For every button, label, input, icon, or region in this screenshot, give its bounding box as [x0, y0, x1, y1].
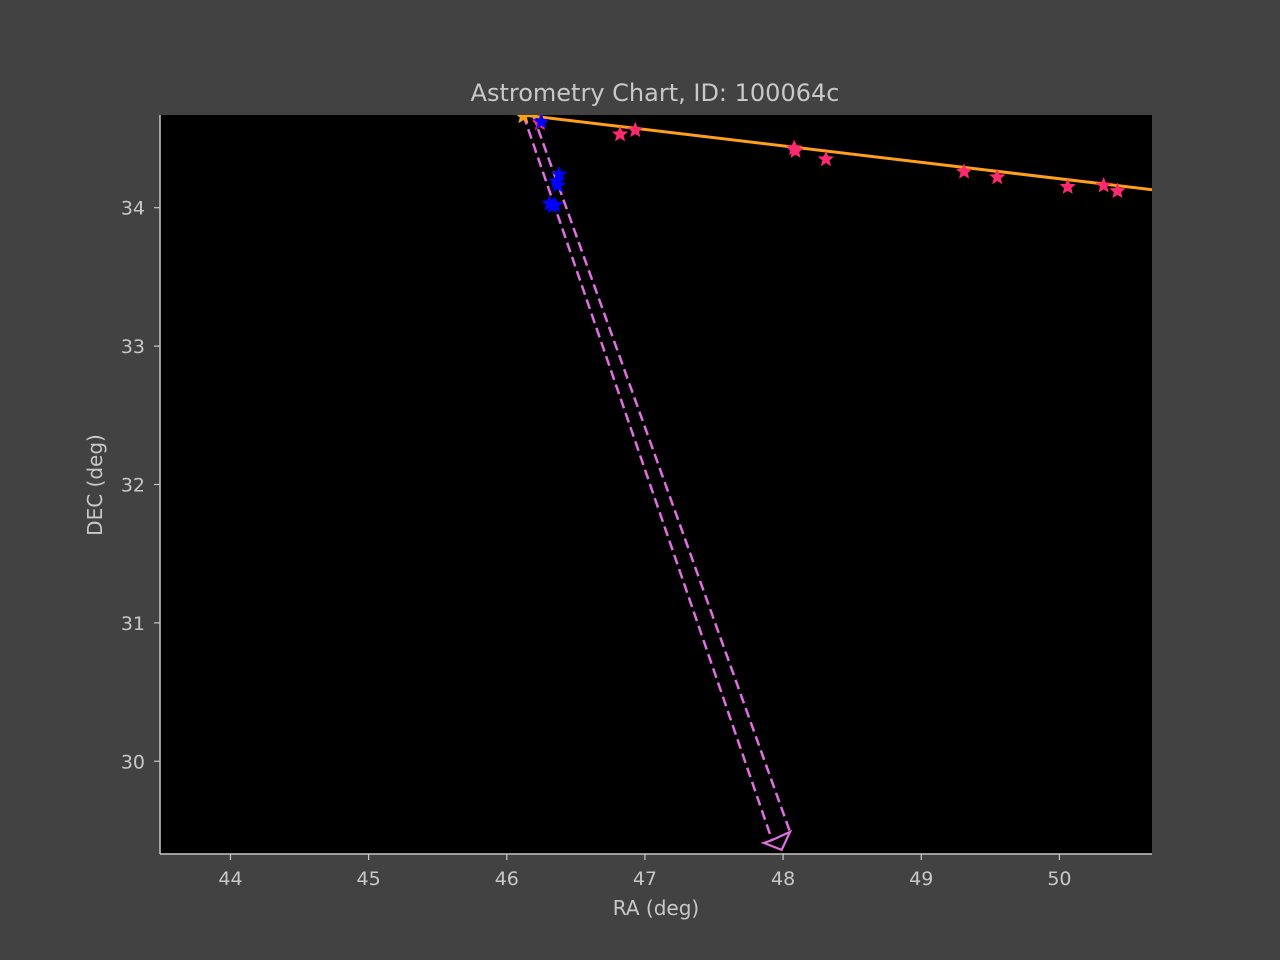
data-point-star	[549, 176, 567, 193]
y-tick-label: 32	[121, 475, 145, 497]
track-edge-line	[531, 115, 792, 833]
data-point-star	[989, 168, 1006, 185]
data-point-star	[551, 165, 568, 182]
x-tick-label: 46	[495, 868, 519, 890]
x-axis-label: RA (deg)	[613, 896, 699, 920]
y-tick-label: 33	[121, 336, 145, 358]
data-point-star	[611, 125, 629, 142]
x-tick-label: 48	[771, 868, 795, 890]
data-point-star	[516, 115, 531, 124]
y-tick-label: 30	[121, 751, 145, 773]
data-point-star	[817, 150, 835, 167]
track-edge-line	[522, 115, 774, 841]
data-point-star	[627, 121, 644, 138]
x-tick-label: 49	[909, 868, 933, 890]
data-point-star	[1109, 182, 1126, 199]
x-tick-label: 45	[357, 868, 381, 890]
fit-line	[523, 115, 1152, 192]
data-point-star	[1095, 176, 1112, 193]
y-tick-label: 31	[121, 613, 145, 635]
x-tick-label: 50	[1047, 868, 1071, 890]
y-tick-label: 34	[121, 198, 145, 220]
chart-title: Astrometry Chart, ID: 100064c	[471, 79, 840, 107]
data-point-star	[787, 142, 804, 158]
data-point-star	[544, 197, 561, 214]
x-tick-label: 47	[633, 868, 657, 890]
plot-content	[516, 115, 1152, 852]
y-axis-label: DEC (deg)	[83, 434, 107, 536]
plot-area	[160, 115, 1152, 854]
data-point-star	[533, 115, 550, 129]
y-axis-ticks: 30 31 32 33 34	[121, 198, 160, 773]
data-point-star	[955, 163, 973, 179]
data-point-star	[1059, 178, 1076, 194]
x-tick-label: 44	[218, 868, 242, 890]
track-end-box	[760, 829, 793, 852]
x-axis-ticks: 44 45 46 47 48 49 50	[218, 854, 1072, 890]
